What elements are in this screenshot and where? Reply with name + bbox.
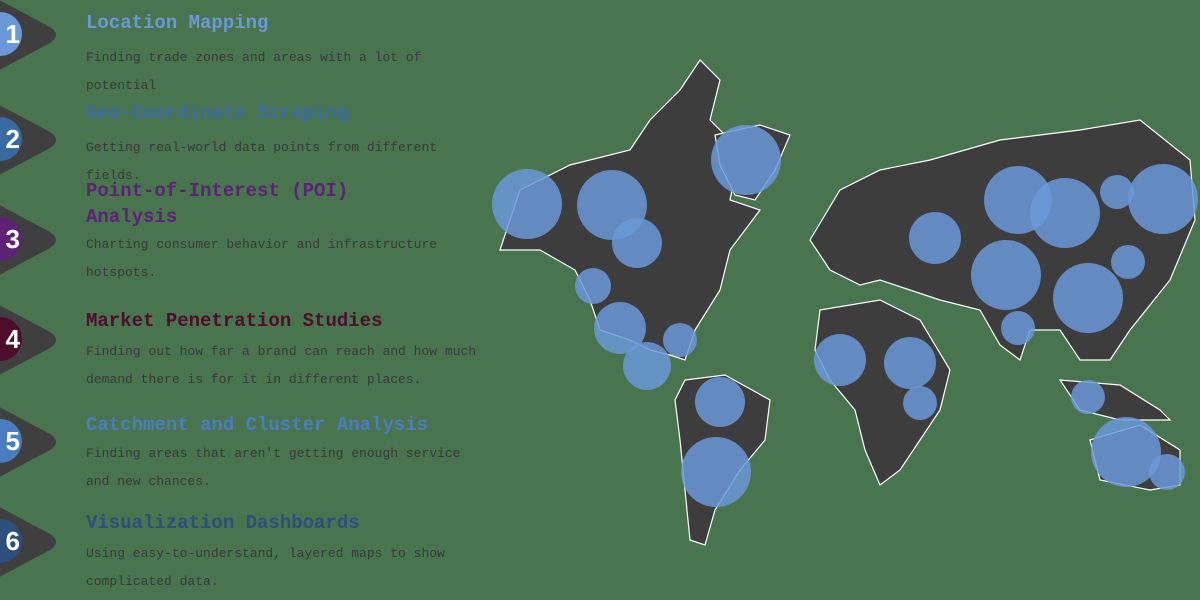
location-bubble (1091, 417, 1161, 487)
step-description: Finding trade zones and areas with a lot… (86, 50, 422, 93)
location-bubble (1111, 245, 1145, 279)
location-bubble (1100, 175, 1134, 209)
location-bubble (1001, 311, 1035, 345)
location-bubble (1030, 178, 1100, 248)
location-bubble (594, 302, 646, 354)
step-number-badge: 2 (0, 117, 22, 161)
location-bubble (909, 212, 961, 264)
step-number-badge: 5 (0, 419, 22, 463)
step-description: Getting real-world data points from diff… (86, 140, 438, 183)
step-description: Finding out how far a brand can reach an… (86, 344, 477, 387)
location-bubble (1071, 380, 1105, 414)
step-description: Finding areas that aren't getting enough… (86, 446, 461, 489)
location-bubble (814, 334, 866, 386)
location-bubble (492, 169, 562, 239)
location-bubble (681, 437, 751, 507)
step-number-badge: 3 (0, 217, 22, 261)
location-bubble (695, 377, 745, 427)
step-title: Market Penetration Studies (86, 310, 383, 332)
step-title: Point-of-Interest (POI) Analysis (86, 180, 349, 228)
bubbles (492, 125, 1198, 507)
step-number-badge: 1 (0, 12, 22, 56)
step-title: Visualization Dashboards (86, 512, 360, 534)
step-number-badge: 4 (0, 317, 22, 361)
location-bubble (1128, 164, 1198, 234)
step-title: Catchment and Cluster Analysis (86, 414, 429, 436)
step-description: Using easy-to-understand, layered maps t… (86, 546, 445, 589)
location-bubble (711, 125, 781, 195)
step-title: Geo-Coordinate Scraping (86, 102, 349, 124)
location-bubble (1149, 454, 1185, 490)
location-bubble (1053, 263, 1123, 333)
step-description: Charting consumer behavior and infrastru… (86, 237, 438, 280)
world-map (492, 59, 1198, 546)
step-number-badge: 6 (0, 519, 22, 563)
location-bubble (612, 218, 662, 268)
location-bubble (884, 337, 936, 389)
step-title: Location Mapping (86, 12, 269, 34)
location-bubble (903, 386, 937, 420)
location-bubble (575, 268, 611, 304)
location-bubble (623, 342, 671, 390)
location-bubble (663, 323, 697, 357)
location-bubble (971, 240, 1041, 310)
